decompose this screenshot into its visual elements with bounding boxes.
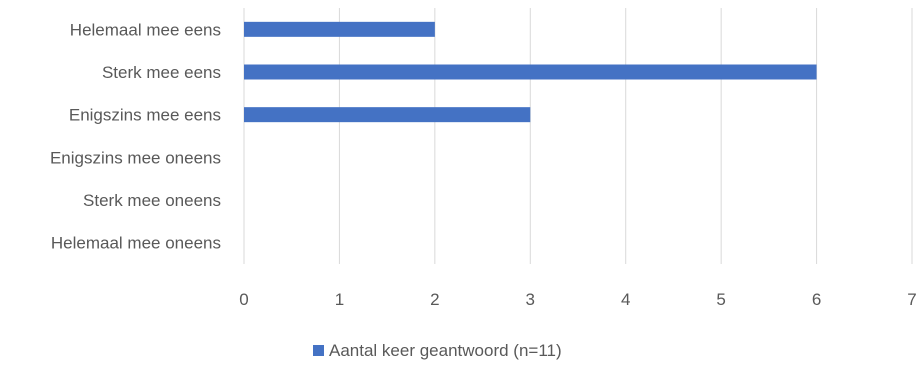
category-label: Sterk mee oneens <box>83 191 221 210</box>
x-tick-label: 0 <box>239 290 248 309</box>
gridlines <box>243 8 913 264</box>
legend-label: Aantal keer geantwoord (n=11) <box>329 341 562 360</box>
bar <box>244 64 817 80</box>
bars <box>244 21 817 123</box>
x-tick-label: 4 <box>621 290 630 309</box>
x-tick-label: 5 <box>716 290 725 309</box>
category-label: Enigszins mee oneens <box>50 148 221 167</box>
category-label: Helemaal mee eens <box>70 20 221 39</box>
x-tick-label: 3 <box>526 290 535 309</box>
x-tick-label: 2 <box>430 290 439 309</box>
x-tick-label: 6 <box>812 290 821 309</box>
x-tick-label: 7 <box>907 290 916 309</box>
category-label: Enigszins mee eens <box>69 106 221 125</box>
category-label: Sterk mee eens <box>102 63 221 82</box>
x-tick-labels: 0 1 2 3 4 5 6 7 <box>239 290 916 309</box>
category-labels: Helemaal mee eens Sterk mee eens Enigszins… <box>50 20 221 252</box>
bar <box>244 21 435 37</box>
category-label: Helemaal mee oneens <box>51 234 221 253</box>
legend-swatch <box>313 345 324 356</box>
x-tick-label: 1 <box>335 290 344 309</box>
bar <box>244 107 531 123</box>
legend: Aantal keer geantwoord (n=11) <box>313 341 562 360</box>
